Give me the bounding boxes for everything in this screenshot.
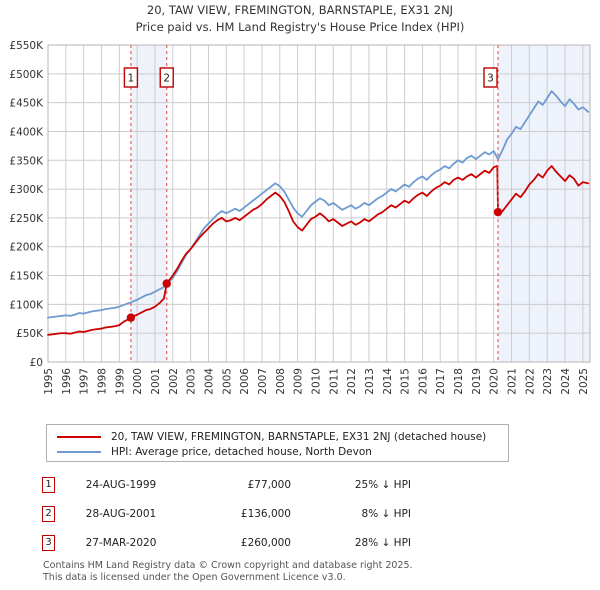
y-axis-tick-label: £150K bbox=[9, 271, 44, 283]
x-axis-tick-label: 2020 bbox=[489, 368, 501, 395]
annotation-badge-label: 1 bbox=[128, 73, 135, 85]
y-axis-tick-label: £100K bbox=[9, 299, 44, 311]
footer-line-1: Contains HM Land Registry data © Crown c… bbox=[43, 560, 413, 571]
transactions-table: 1 24-AUG-1999 £77,000 25% ↓ HPI 2 28-AUG… bbox=[42, 470, 562, 557]
y-axis-tick-label: £50K bbox=[16, 328, 44, 340]
x-axis-tick-label: 1999 bbox=[114, 368, 126, 395]
annotation-badge-label: 2 bbox=[163, 73, 170, 85]
price-point-marker bbox=[126, 313, 136, 322]
x-axis-tick-label: 2008 bbox=[275, 368, 287, 395]
chart-legend: 20, TAW VIEW, FREMINGTON, BARNSTAPLE, EX… bbox=[46, 424, 509, 462]
attribution-footer: Contains HM Land Registry data © Crown c… bbox=[43, 560, 583, 583]
x-axis-tick-label: 2012 bbox=[346, 368, 358, 395]
page-title: 20, TAW VIEW, FREMINGTON, BARNSTAPLE, EX… bbox=[0, 2, 600, 36]
x-axis-tick-label: 2013 bbox=[364, 368, 376, 395]
transaction-delta-2: 8% ↓ HPI bbox=[361, 507, 411, 520]
transaction-badge-2: 2 bbox=[42, 505, 55, 522]
price-point-marker bbox=[493, 207, 503, 217]
x-axis-tick-label: 2007 bbox=[257, 368, 269, 395]
transaction-badge-3: 3 bbox=[42, 534, 55, 551]
x-axis-tick-label: 2002 bbox=[168, 368, 180, 395]
y-axis-tick-label: £200K bbox=[9, 242, 44, 254]
x-axis-tick-label: 2016 bbox=[417, 368, 429, 395]
annotation-badge bbox=[123, 67, 139, 88]
legend-item-hpi: HPI: Average price, detached house, Nort… bbox=[57, 444, 508, 459]
x-axis-tick-label: 2004 bbox=[203, 368, 215, 395]
annotation-badge bbox=[483, 67, 498, 88]
title-line-2: Price paid vs. HM Land Registry's House … bbox=[135, 20, 465, 34]
y-axis-tick-label: £300K bbox=[9, 184, 44, 196]
annotation-badge-label: 3 bbox=[487, 73, 494, 85]
x-axis-tick-label: 2019 bbox=[471, 368, 483, 395]
legend-swatch-price-paid bbox=[57, 435, 101, 438]
x-axis-tick-label: 2003 bbox=[186, 368, 198, 395]
title-line-1: 20, TAW VIEW, FREMINGTON, BARNSTAPLE, EX… bbox=[146, 3, 454, 17]
transaction-date-2: 28-AUG-2001 bbox=[85, 507, 157, 520]
x-axis-tick-label: 2009 bbox=[293, 368, 305, 395]
transaction-date-3: 27-MAR-2020 bbox=[85, 536, 157, 549]
transaction-delta-1: 25% ↓ HPI bbox=[354, 478, 411, 491]
transaction-date-1: 24-AUG-1999 bbox=[85, 478, 157, 491]
legend-swatch-hpi bbox=[57, 450, 101, 453]
x-axis-tick-label: 2025 bbox=[578, 368, 590, 395]
x-axis-tick-label: 1996 bbox=[61, 368, 73, 395]
x-axis-tick-label: 2000 bbox=[132, 368, 144, 395]
legend-item-price-paid: 20, TAW VIEW, FREMINGTON, BARNSTAPLE, EX… bbox=[57, 429, 508, 444]
y-axis-tick-label: £450K bbox=[9, 98, 44, 110]
x-axis-tick-label: 2010 bbox=[310, 368, 322, 395]
y-axis-tick-label: £350K bbox=[9, 155, 44, 167]
annotation-badge bbox=[159, 67, 174, 88]
price-point-marker bbox=[162, 279, 171, 288]
footer-line-2: This data is licensed under the Open Gov… bbox=[43, 571, 346, 583]
table-row: 2 28-AUG-2001 £136,000 8% ↓ HPI bbox=[42, 499, 562, 528]
x-axis-tick-label: 2018 bbox=[453, 368, 465, 395]
x-axis-tick-label: 2001 bbox=[150, 368, 162, 395]
x-axis-tick-label: 1995 bbox=[43, 368, 55, 395]
x-axis-tick-label: 2005 bbox=[221, 368, 233, 395]
legend-label-hpi: HPI: Average price, detached house, Nort… bbox=[111, 445, 372, 458]
x-axis-tick-label: 2015 bbox=[400, 368, 412, 395]
x-axis-tick-label: 2011 bbox=[328, 368, 340, 395]
legend-label-price-paid: 20, TAW VIEW, FREMINGTON, BARNSTAPLE, EX… bbox=[111, 430, 487, 443]
x-axis-tick-label: 2023 bbox=[542, 368, 554, 395]
x-axis-tick-label: 2014 bbox=[382, 368, 394, 395]
y-axis-tick-label: £400K bbox=[9, 126, 44, 138]
table-row: 3 27-MAR-2020 £260,000 28% ↓ HPI bbox=[42, 528, 562, 557]
transaction-badge-1: 1 bbox=[42, 476, 55, 493]
price-history-chart: £0 £50K £100K £150K £200K £250K £300K £350K £400… bbox=[9, 40, 591, 395]
transaction-price-1: £77,000 bbox=[247, 478, 291, 491]
transaction-price-3: £260,000 bbox=[240, 536, 291, 549]
x-axis-tick-label: 1998 bbox=[96, 368, 108, 395]
y-axis-tick-label: £250K bbox=[9, 213, 44, 225]
x-axis-tick-label: 2006 bbox=[239, 368, 251, 395]
y-axis-tick-label: £500K bbox=[9, 69, 44, 81]
y-axis-tick-label: £550K bbox=[9, 40, 44, 52]
transaction-price-2: £136,000 bbox=[240, 507, 291, 520]
series-line bbox=[47, 90, 590, 319]
x-axis-tick-label: 2021 bbox=[507, 368, 519, 395]
transaction-delta-3: 28% ↓ HPI bbox=[354, 536, 411, 549]
x-axis-tick-label: 2024 bbox=[560, 368, 572, 395]
x-axis-tick-label: 2022 bbox=[524, 368, 536, 395]
x-axis-tick-label: 1997 bbox=[79, 368, 91, 395]
x-axis-tick-label: 2017 bbox=[435, 368, 447, 395]
y-axis-tick-label: £0 bbox=[30, 357, 43, 369]
table-row: 1 24-AUG-1999 £77,000 25% ↓ HPI bbox=[42, 470, 562, 499]
